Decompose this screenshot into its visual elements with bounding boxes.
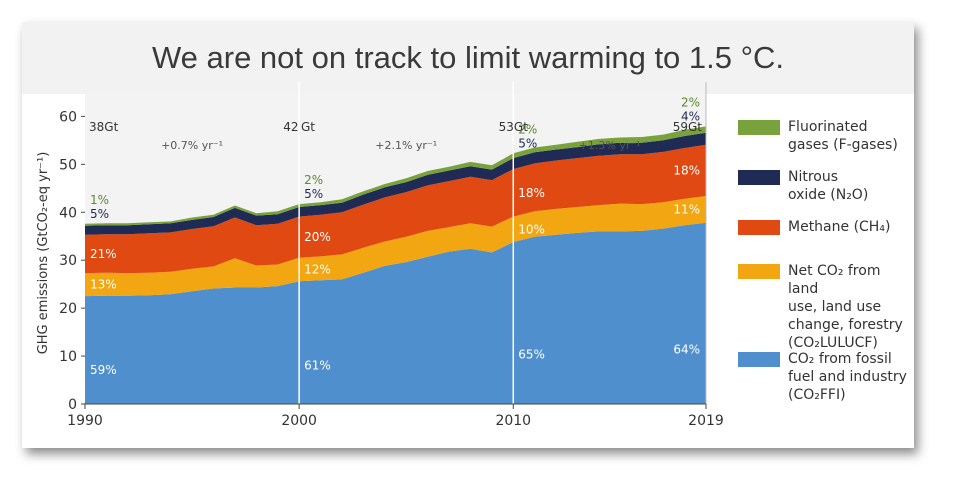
share-label-1990-3: 5% <box>90 207 109 221</box>
legend-item-3: Net CO₂ from land use, land use change, … <box>738 262 914 352</box>
share-label-2010-4: 2% <box>518 122 537 136</box>
x-tick-label-2000: 2000 <box>281 413 317 429</box>
area-series-3 <box>85 132 706 235</box>
x-tick-label-2010: 2010 <box>495 413 531 429</box>
share-label-2010-1: 10% <box>518 222 545 236</box>
legend-swatch <box>738 120 780 135</box>
total-label-2019: 59Gt <box>673 120 703 134</box>
legend-swatch <box>738 264 780 279</box>
y-tick-label-60: 60 <box>59 109 77 125</box>
growth-rate-2000-2010: +2.1% yr⁻¹ <box>375 139 437 152</box>
share-label-2019-2: 18% <box>673 163 700 177</box>
legend-label: Net CO₂ from land use, land use change, … <box>788 263 903 351</box>
total-label-1990: 38Gt <box>89 120 119 134</box>
x-tick-label-1990: 1990 <box>67 413 103 429</box>
legend-label: Methane (CH₄) <box>788 219 891 235</box>
area-series-0 <box>85 222 706 404</box>
title-bar: We are not on track to limit warming to … <box>22 22 914 94</box>
share-label-2019-3: 4% <box>681 109 700 123</box>
share-label-2019-1: 11% <box>673 202 700 216</box>
share-label-2000-4: 2% <box>304 173 323 187</box>
share-label-2010-0: 65% <box>518 348 545 362</box>
share-label-2000-2: 20% <box>304 230 331 244</box>
y-tick-label-20: 20 <box>59 301 77 317</box>
legend-item-2: Methane (CH₄) <box>738 218 890 236</box>
y-tick-label-10: 10 <box>59 349 77 365</box>
slide: We are not on track to limit warming to … <box>22 22 914 448</box>
y-tick-label-40: 40 <box>59 205 77 221</box>
share-label-2019-4: 2% <box>681 95 700 109</box>
share-label-2010-3: 5% <box>518 136 537 150</box>
y-tick-label-30: 30 <box>59 253 77 269</box>
legend-swatch <box>738 170 780 185</box>
ghg-emissions-chart: 0 10 20 30 40 50 60 1990 2000 2010 2019 GHG emissio… <box>36 82 724 429</box>
legend-label: Fluorinated gases (F-gases) <box>788 119 898 153</box>
share-label-1990-1: 13% <box>90 278 117 292</box>
growth-rate-1990-2000: +0.7% yr⁻¹ <box>161 139 223 152</box>
y-axis-label: GHG emissions (GtCO₂-eq yr⁻¹) <box>36 152 51 355</box>
share-label-1990-4: 1% <box>90 193 109 207</box>
slide-title: We are not on track to limit warming to … <box>151 40 785 75</box>
growth-rate-2010-2019: +1.3% yr⁻¹ <box>579 139 641 152</box>
share-label-2000-0: 61% <box>304 359 331 373</box>
total-label-2000: 42 Gt <box>283 120 315 134</box>
total-label-2010: 53Gt <box>499 120 529 134</box>
share-label-2000-1: 12% <box>304 263 331 277</box>
share-label-1990-0: 59% <box>90 363 117 377</box>
legend-item-1: Nitrous oxide (N₂O) <box>738 168 868 204</box>
y-tick-label-0: 0 <box>68 397 77 413</box>
y-tick-label-50: 50 <box>59 157 77 173</box>
area-series-1 <box>85 196 706 297</box>
legend-item-4: CO₂ from fossil fuel and industry (CO₂FF… <box>738 350 907 404</box>
share-label-1990-2: 21% <box>90 247 117 261</box>
legend-swatch <box>738 220 780 235</box>
area-series-2 <box>85 144 706 274</box>
legend-item-0: Fluorinated gases (F-gases) <box>738 118 898 154</box>
x-tick-label-2019: 2019 <box>688 413 724 429</box>
legend-label: CO₂ from fossil fuel and industry (CO₂FF… <box>788 351 907 403</box>
legend-label: Nitrous oxide (N₂O) <box>788 169 869 203</box>
share-label-2019-0: 64% <box>673 342 700 356</box>
share-label-2000-3: 5% <box>304 187 323 201</box>
share-label-2010-2: 18% <box>518 186 545 200</box>
legend-swatch <box>738 352 780 367</box>
